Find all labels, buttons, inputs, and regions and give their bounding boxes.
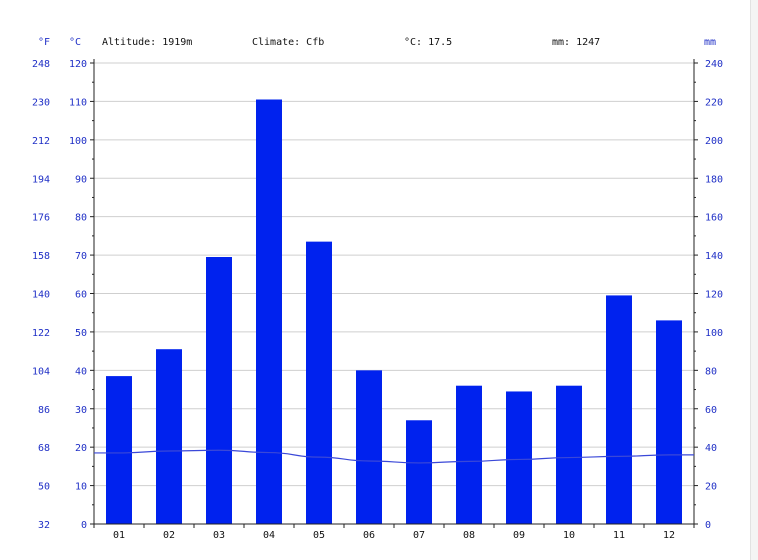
precipitation-bar — [506, 391, 532, 524]
header-altitude: Altitude: 1919m — [102, 37, 192, 48]
celsius-tick-label: 90 — [75, 174, 87, 185]
mm-unit-label: mm — [704, 37, 716, 48]
celsius-tick-label: 10 — [75, 482, 87, 493]
precipitation-bar — [456, 385, 482, 524]
month-label: 02 — [163, 530, 175, 541]
fahrenheit-tick-label: 230 — [32, 97, 50, 108]
celsius-tick-label: 50 — [75, 328, 87, 339]
precipitation-bar — [556, 385, 582, 524]
precipitation-bar — [656, 320, 682, 524]
fahrenheit-tick-label: 248 — [32, 59, 50, 70]
precipitation-bar — [356, 370, 382, 524]
month-label: 06 — [363, 530, 375, 541]
right-edge-strip — [750, 0, 758, 560]
month-label: 08 — [463, 530, 475, 541]
header-temp-avg: °C: 17.5 — [404, 37, 452, 48]
precipitation-bar — [306, 241, 332, 524]
month-label: 09 — [513, 530, 525, 541]
mm-tick-label: 60 — [705, 405, 717, 416]
fahrenheit-tick-label: 176 — [32, 213, 50, 224]
mm-tick-label: 80 — [705, 366, 717, 377]
celsius-tick-label: 60 — [75, 290, 87, 301]
celsius-tick-label: 70 — [75, 251, 87, 262]
mm-tick-label: 100 — [705, 328, 723, 339]
celsius-tick-label: 110 — [69, 97, 87, 108]
mm-tick-label: 160 — [705, 213, 723, 224]
mm-tick-label: 180 — [705, 174, 723, 185]
temperature-line — [94, 449, 694, 464]
header-climate: Climate: Cfb — [252, 37, 324, 48]
celsius-tick-label: 0 — [81, 520, 87, 531]
month-label: 12 — [663, 530, 675, 541]
temperature-line-group — [94, 449, 694, 464]
precipitation-bar — [606, 295, 632, 524]
month-label: 04 — [263, 530, 275, 541]
fahrenheit-tick-label: 158 — [32, 251, 50, 262]
celsius-tick-label: 80 — [75, 213, 87, 224]
mm-tick-label: 40 — [705, 443, 717, 454]
fahrenheit-tick-label: 122 — [32, 328, 50, 339]
fahrenheit-tick-label: 140 — [32, 290, 50, 301]
celsius-tick-label: 20 — [75, 443, 87, 454]
mm-tick-label: 220 — [705, 97, 723, 108]
fahrenheit-unit-label: °F — [38, 37, 50, 48]
header-precip-total: mm: 1247 — [552, 37, 600, 48]
fahrenheit-tick-label: 50 — [38, 482, 50, 493]
month-label: 03 — [213, 530, 225, 541]
month-label: 11 — [613, 530, 625, 541]
month-label: 01 — [113, 530, 125, 541]
mm-tick-label: 0 — [705, 520, 711, 531]
fahrenheit-tick-label: 194 — [32, 174, 50, 185]
fahrenheit-tick-label: 68 — [38, 443, 50, 454]
celsius-tick-label: 120 — [69, 59, 87, 70]
month-label: 05 — [313, 530, 325, 541]
grid-lines — [94, 62, 694, 487]
fahrenheit-tick-label: 32 — [38, 520, 50, 531]
celsius-tick-label: 40 — [75, 366, 87, 377]
precipitation-bar — [406, 420, 432, 524]
mm-tick-label: 200 — [705, 136, 723, 147]
celsius-tick-label: 100 — [69, 136, 87, 147]
fahrenheit-tick-label: 86 — [38, 405, 50, 416]
precipitation-bar — [256, 99, 282, 524]
celsius-tick-label: 30 — [75, 405, 87, 416]
mm-tick-label: 20 — [705, 482, 717, 493]
mm-tick-label: 140 — [705, 251, 723, 262]
precipitation-bars — [106, 99, 682, 524]
precipitation-bar — [156, 349, 182, 524]
precipitation-bar — [106, 376, 132, 524]
fahrenheit-tick-label: 212 — [32, 136, 50, 147]
precipitation-bar — [206, 257, 232, 524]
axes — [90, 59, 698, 528]
mm-tick-label: 120 — [705, 290, 723, 301]
mm-tick-label: 240 — [705, 59, 723, 70]
month-label: 07 — [413, 530, 425, 541]
fahrenheit-tick-label: 104 — [32, 366, 50, 377]
celsius-unit-label: °C — [69, 37, 81, 48]
month-label: 10 — [563, 530, 575, 541]
